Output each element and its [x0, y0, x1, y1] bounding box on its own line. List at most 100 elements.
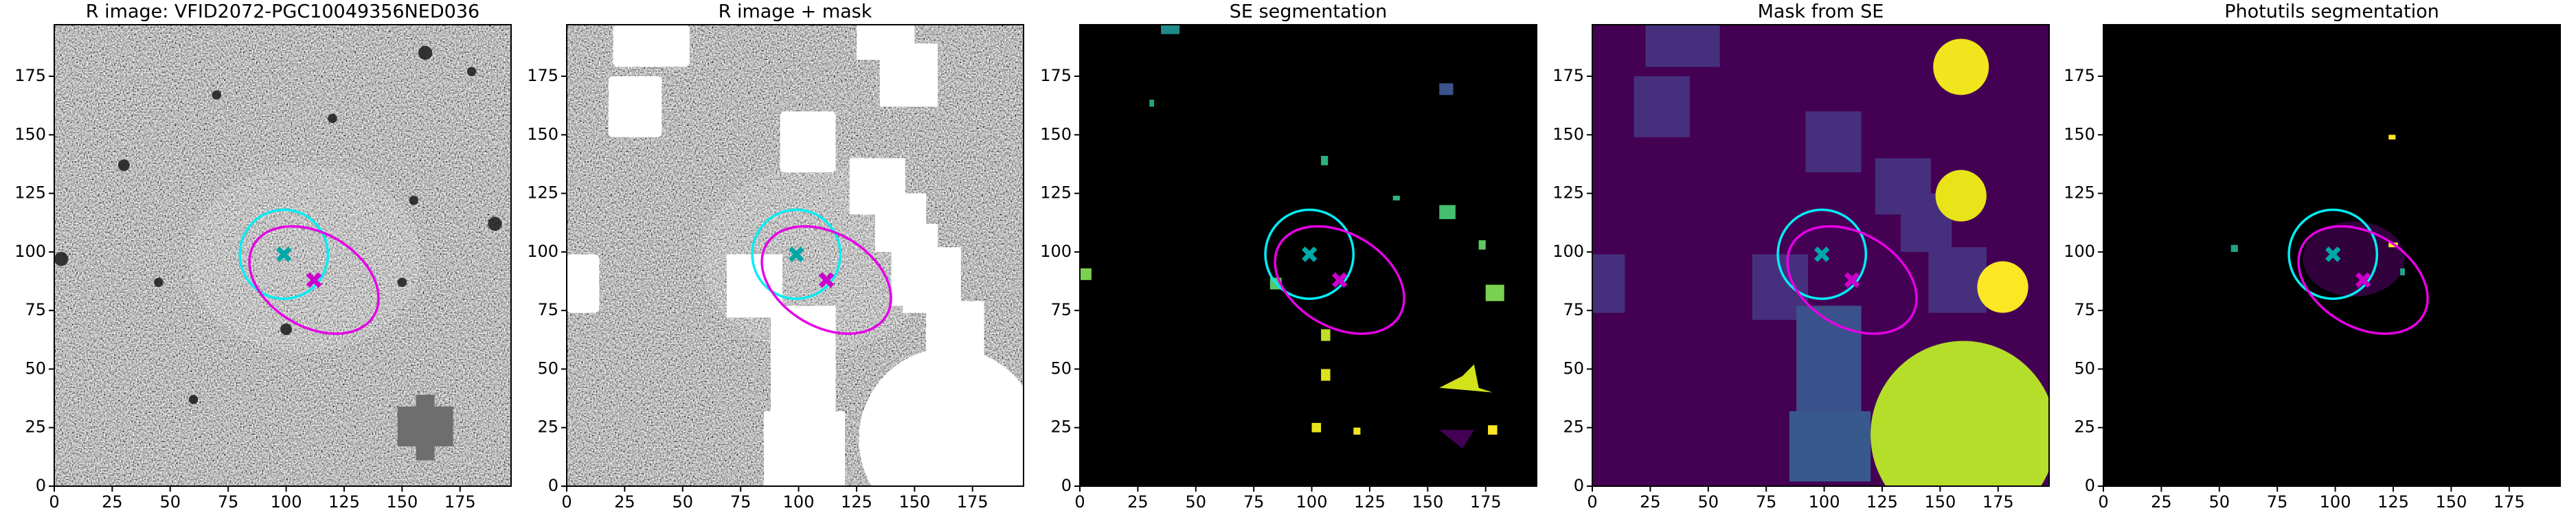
axes-frame [1079, 24, 1537, 487]
y-tick-label: 125 [527, 183, 558, 203]
x-tick-label: 50 [160, 492, 181, 512]
y-tick-label: 125 [2064, 183, 2095, 203]
x-tick-label: 150 [1412, 492, 1443, 512]
aperture-ellipse [743, 205, 910, 356]
y-tick-label: 75 [537, 300, 558, 319]
center-marker [308, 274, 320, 286]
x-tick-label: 175 [1982, 492, 2014, 512]
aperture-circle [2289, 209, 2377, 299]
x-tick-label: 0 [1587, 492, 1597, 512]
y-tick-label: 50 [1563, 358, 1584, 378]
y-tick-label: 25 [1563, 417, 1584, 437]
y-tick-label: 25 [537, 417, 558, 437]
x-tick-label: 25 [614, 492, 635, 512]
x-tick-label: 100 [2320, 492, 2351, 512]
y-tick-label: 0 [2085, 476, 2095, 495]
aperture-ellipse [1769, 205, 1936, 356]
x-tick-label: 150 [2435, 492, 2467, 512]
image-panel [1080, 25, 1537, 486]
y-tick-label: 175 [527, 66, 558, 85]
image-panel [1592, 25, 2049, 486]
y-tick-label: 75 [1563, 300, 1584, 319]
center-marker [1303, 248, 1315, 260]
x-tick-label: 100 [1296, 492, 1328, 512]
panel-title: Mask from SE [1758, 1, 1884, 23]
y-tick-label: 150 [14, 124, 46, 144]
y-tick-label: 50 [537, 358, 558, 378]
y-tick-label: 175 [1040, 66, 1072, 85]
x-tick-label: 0 [49, 492, 59, 512]
aperture-ellipse [2280, 205, 2447, 356]
y-tick-label: 0 [1574, 476, 1584, 495]
x-tick-label: 75 [1243, 492, 1265, 512]
x-tick-label: 25 [1127, 492, 1149, 512]
y-tick-label: 150 [1040, 124, 1072, 144]
y-tick-label: 50 [25, 358, 46, 378]
center-marker [1816, 248, 1828, 260]
x-tick-label: 25 [1640, 492, 1661, 512]
axes-frame [1592, 24, 2050, 487]
y-tick-label: 75 [2074, 300, 2095, 319]
x-tick-label: 75 [730, 492, 752, 512]
x-tick-label: 125 [841, 492, 872, 512]
x-tick-label: 75 [2267, 492, 2288, 512]
x-tick-label: 100 [271, 492, 302, 512]
x-tick-label: 150 [386, 492, 418, 512]
y-tick-label: 25 [25, 417, 46, 437]
axes-frame [566, 24, 1024, 487]
y-tick-label: 175 [14, 66, 46, 85]
y-tick-label: 0 [36, 476, 46, 495]
y-tick-label: 125 [1552, 183, 1584, 203]
x-tick-label: 0 [2098, 492, 2108, 512]
aperture-circle [1778, 209, 1866, 299]
image-panel [2103, 25, 2560, 486]
center-marker [1846, 274, 1858, 286]
center-marker [1333, 274, 1346, 286]
center-marker [820, 274, 833, 286]
y-tick-label: 100 [1040, 242, 1072, 261]
y-tick-label: 125 [1040, 183, 1072, 203]
y-tick-label: 100 [14, 242, 46, 261]
image-panel [54, 25, 511, 486]
x-tick-label: 150 [899, 492, 930, 512]
x-tick-label: 75 [1756, 492, 1777, 512]
x-tick-label: 25 [102, 492, 123, 512]
x-tick-label: 50 [1698, 492, 1719, 512]
x-tick-label: 75 [218, 492, 239, 512]
panel-title: SE segmentation [1230, 1, 1387, 23]
panel-title: R image + mask [719, 1, 872, 23]
x-tick-label: 0 [1074, 492, 1085, 512]
panel-title: R image: VFID2072-PGC10049356NED036 [86, 1, 479, 23]
y-tick-label: 150 [2064, 124, 2095, 144]
y-tick-label: 175 [2064, 66, 2095, 85]
image-panel [567, 25, 1024, 486]
y-tick-label: 100 [2064, 242, 2095, 261]
x-tick-label: 50 [1186, 492, 1207, 512]
y-tick-label: 75 [25, 300, 46, 319]
x-tick-label: 175 [2494, 492, 2525, 512]
x-tick-label: 175 [1470, 492, 1502, 512]
y-tick-label: 125 [14, 183, 46, 203]
center-marker [278, 248, 290, 260]
x-tick-label: 175 [957, 492, 988, 512]
aperture-circle [752, 209, 840, 299]
center-marker [2327, 248, 2339, 260]
aperture-ellipse [231, 205, 398, 356]
x-tick-label: 100 [1809, 492, 1840, 512]
x-tick-label: 125 [2377, 492, 2409, 512]
x-tick-label: 175 [444, 492, 476, 512]
x-tick-label: 100 [783, 492, 815, 512]
x-tick-label: 0 [561, 492, 572, 512]
y-tick-label: 50 [2074, 358, 2095, 378]
panel-title: Photutils segmentation [2224, 1, 2439, 23]
axes-frame [54, 24, 512, 487]
aperture-circle [240, 209, 328, 299]
y-tick-label: 0 [548, 476, 558, 495]
y-tick-label: 150 [1552, 124, 1584, 144]
y-tick-label: 150 [527, 124, 558, 144]
x-tick-label: 50 [2209, 492, 2230, 512]
y-tick-label: 175 [1552, 66, 1584, 85]
x-tick-label: 150 [1924, 492, 1956, 512]
center-marker [2357, 274, 2369, 286]
